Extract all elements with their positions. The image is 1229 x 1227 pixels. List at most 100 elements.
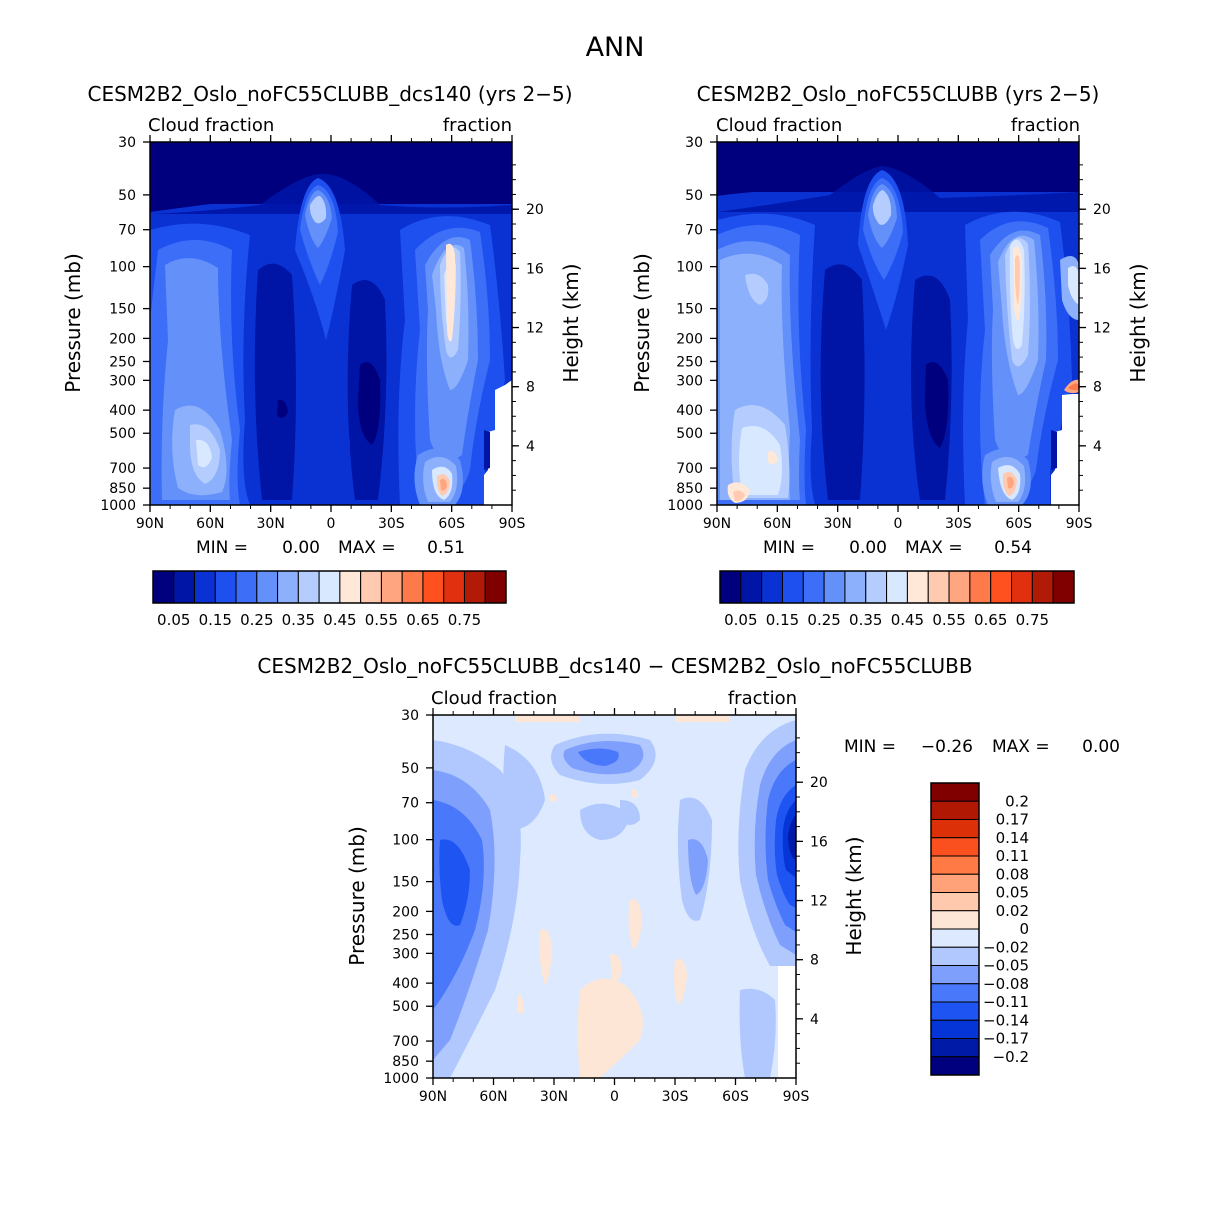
xtick-label: 30N [540, 1089, 568, 1105]
panel-1-min-value: 0.00 [282, 538, 320, 558]
colorbar-box [990, 570, 1013, 604]
xtick-label: 60S [1005, 516, 1032, 532]
panel-2-max-value: 0.54 [994, 538, 1032, 558]
colorbar-box [886, 570, 908, 604]
xtick-label: 30N [824, 516, 852, 532]
colorbar-box [930, 1001, 980, 1021]
ytick-label: 1000 [100, 498, 136, 514]
colorbar-label: 0.05 [724, 611, 757, 629]
colorbar-box [948, 570, 971, 604]
panel-3-title: CESM2B2_Oslo_noFC55CLUBB_dcs140 − CESM2B… [257, 654, 972, 678]
ytick-label: 50 [401, 761, 419, 777]
ytick-label: 70 [685, 223, 703, 239]
panel-2-max-label: MAX = [905, 538, 963, 558]
colorbar-box [930, 892, 980, 912]
colorbar-label: 0.11 [996, 847, 1029, 865]
colorbar-box [930, 928, 980, 948]
colorbar-label: 0.05 [996, 884, 1029, 902]
ytick-right-label: 4 [1093, 439, 1102, 455]
colorbar-box [930, 837, 980, 857]
colorbar-label: −0.14 [983, 1011, 1029, 1029]
panel-1-ylabel: Pressure (mb) [61, 253, 85, 393]
colorbar-box [906, 570, 929, 604]
panel-2-contours [717, 142, 1079, 505]
xtick-label: 60N [479, 1089, 507, 1105]
panel-2-title: CESM2B2_Oslo_noFC55CLUBB (yrs 2−5) [697, 82, 1100, 106]
panel-3-colorbar: 0.20.170.140.110.080.050.020−0.02−0.05−0… [930, 782, 1029, 1076]
colorbar-box [930, 983, 980, 1003]
colorbar-box [380, 570, 403, 604]
colorbar-box [1031, 570, 1054, 604]
colorbar-label: 0.15 [766, 611, 799, 629]
panel-1-colorbar: 0.05 0.15 0.25 0.35 0.45 0.55 0.65 0.75 [152, 570, 507, 629]
colorbar-box [422, 570, 445, 604]
panel-1: CESM2B2_Oslo_noFC55CLUBB_dcs140 (yrs 2−5… [61, 82, 583, 629]
panel-3-contours [433, 715, 796, 1078]
ytick-label: 850 [676, 481, 703, 497]
ytick-label: 30 [685, 135, 703, 151]
ytick-right-label: 4 [810, 1012, 819, 1028]
ytick-label: 850 [109, 481, 136, 497]
panel-1-right-label: fraction [443, 115, 512, 136]
colorbar-box [781, 570, 804, 604]
ytick-label: 500 [676, 426, 703, 442]
colorbar-label: −0.17 [983, 1030, 1029, 1048]
ytick-label: 850 [392, 1054, 419, 1070]
ytick-right-label: 16 [526, 261, 544, 277]
ytick-right-label: 20 [810, 775, 828, 791]
colorbar-box [297, 570, 320, 604]
ytick-label: 1000 [383, 1071, 419, 1087]
ytick-right-label: 20 [526, 202, 544, 218]
xtick-label: 0 [610, 1089, 619, 1105]
ytick-label: 50 [685, 188, 703, 204]
xtick-label: 90S [783, 1089, 810, 1105]
colorbar-box [930, 1019, 980, 1039]
colorbar-box [802, 570, 825, 604]
xtick-label: 30S [945, 516, 972, 532]
xtick-label: 90N [703, 516, 731, 532]
xtick-label: 0 [894, 516, 903, 532]
colorbar-label: 0.45 [323, 611, 356, 629]
colorbar-box [930, 800, 980, 820]
colorbar-box [930, 873, 980, 893]
ytick-label: 100 [109, 260, 136, 276]
xtick-label: 60N [196, 516, 224, 532]
colorbar-label: 0.02 [996, 902, 1029, 920]
panel-1-title: CESM2B2_Oslo_noFC55CLUBB_dcs140 (yrs 2−5… [88, 82, 573, 106]
colorbar-box [969, 570, 992, 604]
colorbar-label: 0.14 [996, 829, 1029, 847]
panel-2-min-label: MIN = [763, 538, 815, 558]
colorbar-box [1011, 570, 1033, 604]
colorbar-label: 0.75 [1016, 611, 1049, 629]
xtick-label: 60S [722, 1089, 749, 1105]
ytick-label: 300 [676, 373, 703, 389]
panel-2-ylabel-right: Height (km) [1126, 263, 1150, 382]
colorbar-label: 0.45 [891, 611, 924, 629]
ytick-label: 1000 [667, 498, 703, 514]
colorbar-box [194, 570, 216, 604]
colorbar-label: 0.35 [282, 611, 315, 629]
colorbar-label: 0.65 [406, 611, 439, 629]
xtick-label: 0 [327, 516, 336, 532]
ytick-label: 250 [392, 927, 419, 943]
panel-1-contours [150, 142, 512, 505]
ytick-label: 700 [109, 461, 136, 477]
ytick-label: 700 [392, 1034, 419, 1050]
panel-1-min-label: MIN = [196, 538, 248, 558]
colorbar-label: 0.17 [996, 811, 1029, 829]
panel-3-min-label: MIN = [844, 737, 896, 757]
ytick-label: 30 [401, 708, 419, 724]
colorbar-box [930, 910, 980, 930]
colorbar-label: 0.05 [157, 611, 190, 629]
colorbar-label: 0.55 [365, 611, 398, 629]
ytick-label: 70 [401, 796, 419, 812]
ytick-right-label: 12 [526, 321, 544, 337]
ytick-label: 70 [118, 223, 136, 239]
ytick-label: 50 [118, 188, 136, 204]
colorbar-label: −0.05 [983, 957, 1029, 975]
ytick-right-label: 8 [810, 953, 819, 969]
ytick-label: 700 [676, 461, 703, 477]
